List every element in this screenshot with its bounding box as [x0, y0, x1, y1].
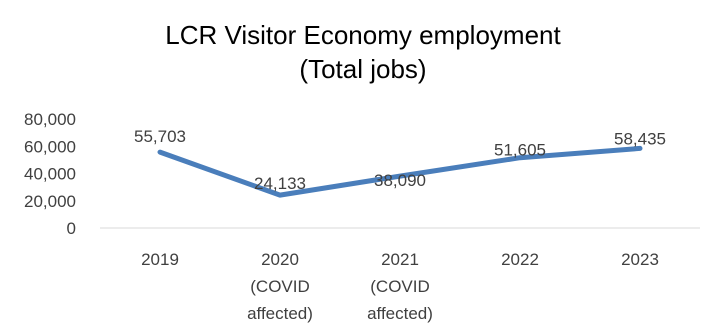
x-tick-label: 2020	[261, 250, 299, 269]
x-category-label: 2021 (COVID affected)	[367, 250, 433, 323]
data-label: 24,133	[254, 174, 306, 193]
y-tick-label: 60,000	[24, 137, 76, 156]
x-tick-label: affected)	[247, 304, 313, 323]
chart-title-line-2: (Total jobs)	[299, 54, 426, 84]
x-tick-label: 2019	[141, 250, 179, 269]
y-tick-label: 0	[67, 219, 76, 238]
data-label: 55,703	[134, 127, 186, 146]
x-category-label: 2023	[621, 250, 659, 269]
x-tick-label: 2021	[381, 250, 419, 269]
x-tick-label: 2022	[501, 250, 539, 269]
data-label: 38,090	[374, 171, 426, 190]
y-axis: 0 20,000 40,000 60,000 80,000	[24, 110, 76, 238]
y-tick-label: 80,000	[24, 110, 76, 129]
data-labels: 55,703 24,133 38,090 51,605 58,435	[134, 127, 666, 193]
x-tick-label: (COVID	[370, 277, 430, 296]
x-category-label: 2020 (COVID affected)	[247, 250, 313, 323]
x-tick-label: 2023	[621, 250, 659, 269]
x-category-label: 2019	[141, 250, 179, 269]
x-axis: 2019 2020 (COVID affected) 2021 (COVID affecte…	[141, 250, 659, 323]
x-tick-label: affected)	[367, 304, 433, 323]
chart-title-line-1: LCR Visitor Economy employment	[165, 20, 561, 50]
data-label: 51,605	[494, 141, 546, 160]
data-label: 58,435	[614, 129, 666, 148]
y-tick-label: 20,000	[24, 192, 76, 211]
x-category-label: 2022	[501, 250, 539, 269]
x-tick-label: (COVID	[250, 277, 310, 296]
y-tick-label: 40,000	[24, 165, 76, 184]
